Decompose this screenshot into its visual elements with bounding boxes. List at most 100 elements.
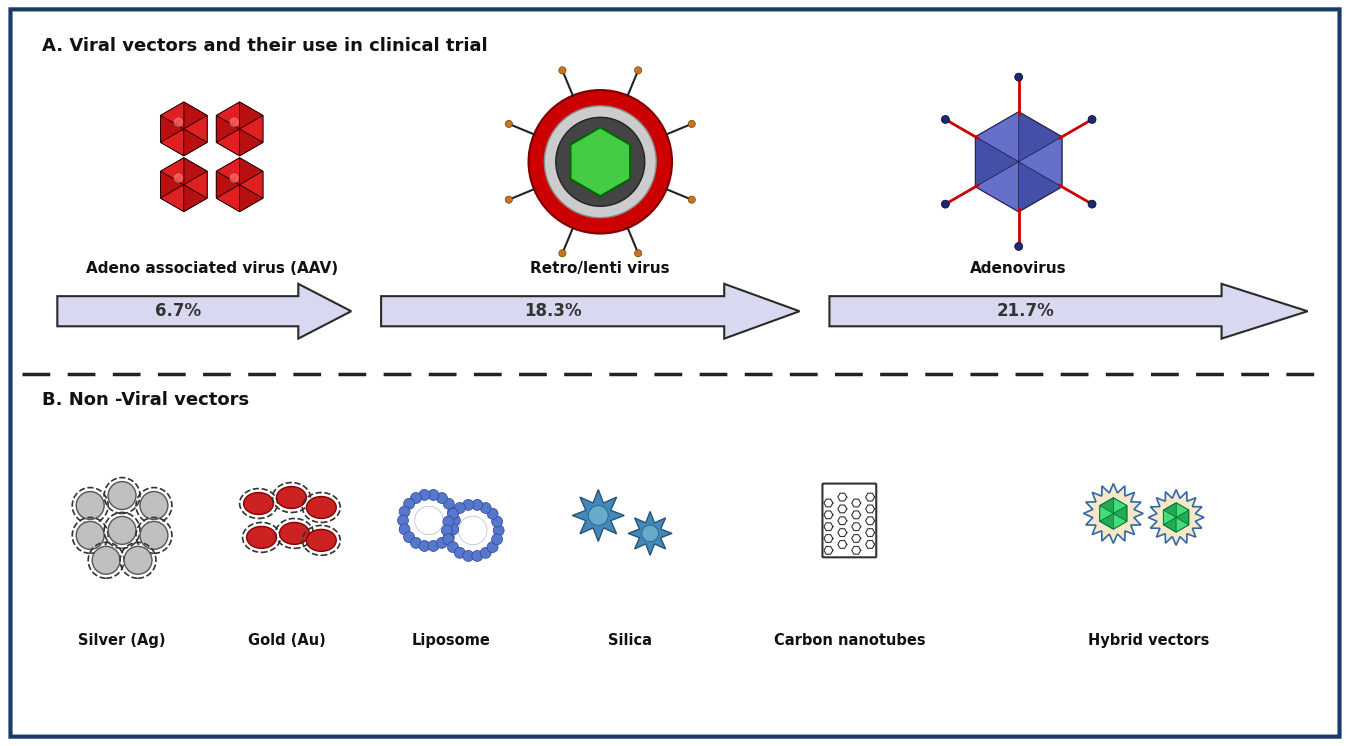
Polygon shape	[161, 158, 207, 212]
Polygon shape	[216, 158, 263, 212]
Circle shape	[443, 534, 454, 545]
Circle shape	[544, 106, 656, 218]
Polygon shape	[976, 112, 1062, 212]
Circle shape	[410, 492, 421, 504]
Polygon shape	[1164, 503, 1189, 532]
Circle shape	[428, 489, 439, 501]
Polygon shape	[161, 158, 184, 185]
Polygon shape	[184, 158, 207, 185]
Circle shape	[491, 534, 502, 545]
Circle shape	[443, 532, 454, 542]
Ellipse shape	[306, 530, 336, 551]
Circle shape	[448, 506, 459, 517]
Circle shape	[443, 498, 454, 510]
Polygon shape	[161, 116, 184, 142]
Polygon shape	[240, 129, 263, 156]
Polygon shape	[1176, 503, 1189, 518]
Ellipse shape	[243, 492, 274, 515]
Circle shape	[487, 542, 498, 553]
Polygon shape	[1114, 506, 1127, 521]
Circle shape	[463, 499, 474, 510]
Text: Silver (Ag): Silver (Ag)	[78, 633, 166, 648]
Circle shape	[400, 524, 410, 535]
Polygon shape	[216, 172, 240, 198]
Text: Gold (Au): Gold (Au)	[247, 633, 325, 648]
Text: 18.3%: 18.3%	[524, 302, 582, 320]
Polygon shape	[57, 283, 351, 339]
Circle shape	[231, 174, 239, 182]
Circle shape	[418, 541, 429, 551]
Ellipse shape	[277, 486, 306, 509]
Polygon shape	[976, 137, 1019, 186]
Polygon shape	[1100, 498, 1127, 529]
Circle shape	[688, 196, 695, 203]
Circle shape	[447, 542, 459, 553]
Circle shape	[487, 508, 498, 519]
Text: Adenovirus: Adenovirus	[971, 261, 1066, 277]
Polygon shape	[1164, 510, 1176, 524]
Polygon shape	[161, 102, 207, 156]
Circle shape	[1015, 242, 1023, 251]
Text: Retro/lenti virus: Retro/lenti virus	[531, 261, 670, 277]
Circle shape	[1088, 116, 1096, 123]
Circle shape	[529, 90, 672, 233]
Circle shape	[634, 66, 641, 74]
Polygon shape	[184, 129, 207, 156]
Polygon shape	[240, 172, 263, 198]
Polygon shape	[216, 185, 240, 212]
Circle shape	[1015, 73, 1023, 81]
Circle shape	[559, 66, 566, 74]
Circle shape	[108, 482, 136, 510]
Circle shape	[76, 492, 104, 519]
Circle shape	[441, 525, 452, 536]
Polygon shape	[240, 185, 263, 212]
Circle shape	[941, 116, 949, 123]
Polygon shape	[1100, 498, 1114, 513]
Circle shape	[471, 499, 483, 510]
Polygon shape	[184, 102, 207, 129]
Polygon shape	[976, 162, 1019, 212]
Circle shape	[418, 489, 429, 501]
Polygon shape	[572, 489, 624, 542]
Text: Carbon nanotubes: Carbon nanotubes	[774, 633, 925, 648]
Circle shape	[397, 515, 409, 526]
Circle shape	[140, 492, 167, 519]
Polygon shape	[240, 158, 263, 185]
Circle shape	[505, 120, 513, 128]
Text: 21.7%: 21.7%	[996, 302, 1054, 320]
Polygon shape	[184, 185, 207, 212]
Polygon shape	[161, 102, 184, 129]
Circle shape	[641, 525, 659, 542]
Text: Hybrid vectors: Hybrid vectors	[1088, 633, 1208, 648]
Circle shape	[108, 516, 136, 545]
Polygon shape	[161, 185, 184, 212]
Text: Silica: Silica	[608, 633, 652, 648]
Polygon shape	[240, 116, 263, 142]
Circle shape	[174, 118, 182, 126]
Circle shape	[447, 508, 459, 519]
Polygon shape	[1019, 137, 1062, 186]
Circle shape	[428, 541, 439, 551]
Polygon shape	[184, 172, 207, 198]
FancyBboxPatch shape	[822, 483, 876, 557]
Polygon shape	[1164, 518, 1176, 532]
Polygon shape	[1164, 503, 1176, 518]
Circle shape	[688, 120, 695, 128]
Polygon shape	[571, 128, 630, 196]
Circle shape	[443, 516, 454, 527]
Polygon shape	[1114, 513, 1127, 529]
Polygon shape	[1084, 483, 1143, 543]
Polygon shape	[216, 102, 240, 129]
FancyBboxPatch shape	[11, 10, 1339, 736]
Circle shape	[231, 118, 239, 126]
Circle shape	[505, 196, 513, 203]
Polygon shape	[1114, 498, 1127, 513]
Polygon shape	[184, 116, 207, 142]
Circle shape	[448, 524, 459, 535]
Circle shape	[400, 506, 410, 517]
Circle shape	[481, 503, 491, 513]
Circle shape	[634, 250, 641, 257]
Text: A. Viral vectors and their use in clinical trial: A. Viral vectors and their use in clinic…	[42, 37, 487, 55]
Circle shape	[481, 548, 491, 558]
Circle shape	[124, 546, 153, 574]
